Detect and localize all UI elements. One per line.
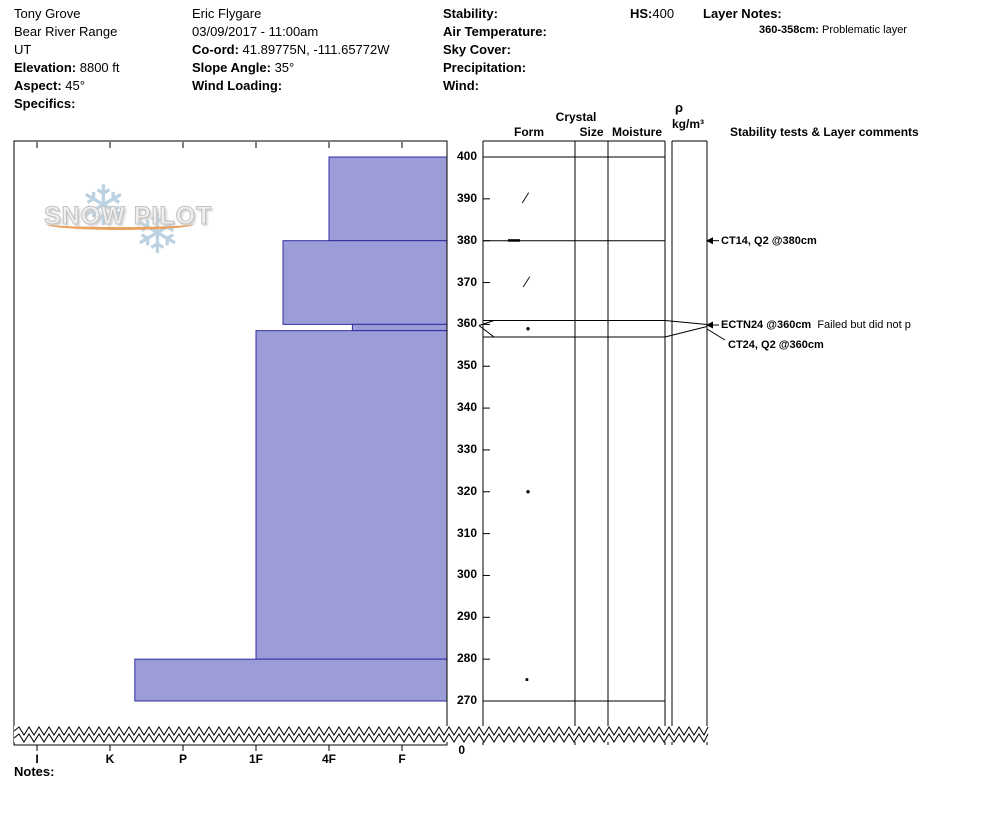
slope-angle-label: Slope Angle:: [192, 60, 271, 75]
notes-label: Notes:: [14, 764, 55, 779]
thin-layer-wedge: [478, 325, 495, 338]
depth-label: 360: [456, 316, 477, 331]
header-observer-column: Eric Flygare 03/09/2017 - 11:00am Co-ord…: [192, 5, 390, 95]
stability-test-label: CT24, Q2 @360cm: [728, 338, 824, 352]
form-column-header: Form: [514, 125, 544, 139]
coordinates-row: Co-ord: 41.89775N, -111.65772W: [192, 41, 390, 59]
stability-label: Stability:: [443, 6, 498, 21]
slope-angle-value: 35°: [270, 60, 295, 75]
aspect-value: 45°: [61, 78, 85, 93]
hardness-axis-label: 4F: [321, 752, 336, 766]
grain-rounded-grains-icon: ●: [525, 323, 531, 333]
sky-cover-label: Sky Cover:: [443, 42, 511, 57]
size-column-header: Size: [579, 125, 604, 139]
thin-layer-connector: [664, 320, 708, 325]
wind-label: Wind:: [443, 78, 479, 93]
depth-label: 300: [456, 567, 477, 582]
test-comment: Failed but did not p: [811, 319, 911, 331]
depth-label: 310: [456, 525, 477, 540]
stability-tests-header: Stability tests & Layer comments: [730, 125, 919, 139]
depth-label: 340: [456, 400, 477, 415]
snow-layer-bar: [134, 658, 448, 702]
test-name: ECTN24 @360cm: [721, 319, 812, 331]
stability-test-label: ECTN24 @360cm Failed but did not p: [721, 318, 911, 332]
depth-label: 400: [456, 149, 477, 163]
depth-label: 280: [456, 651, 477, 666]
depth-label: 330: [456, 441, 477, 456]
specifics-label: Specifics:: [14, 96, 76, 111]
stability-test-label: CT14, Q2 @380cm: [721, 234, 817, 248]
air-temperature-label: Air Temperature:: [443, 24, 547, 39]
test-arrow-head: [706, 321, 713, 329]
density-units-header: kg/m³: [671, 117, 704, 131]
hs-row: HS:400: [630, 5, 674, 23]
hs-label: HS:: [630, 6, 653, 21]
elevation-value: 8800 ft: [76, 60, 120, 75]
header-weather-column: Stability: Air Temperature: Sky Cover: P…: [443, 5, 547, 95]
test-leader-line: [706, 328, 726, 341]
depth-label: 380: [456, 232, 477, 247]
observer-name: Eric Flygare: [192, 6, 262, 21]
slope-angle-row: Slope Angle: 35°: [192, 59, 390, 77]
snow-layer-bar: [282, 240, 448, 325]
site-aspect-row: Aspect: 45°: [14, 77, 120, 95]
precipitation-label: Precipitation:: [443, 60, 527, 75]
layer-note-text: Problematic layer: [818, 24, 907, 36]
moisture-column-header: Moisture: [611, 125, 662, 139]
site-elevation-row: Elevation: 8800 ft: [14, 59, 120, 77]
layer-note: 360-358cm: Problematic layer: [759, 24, 907, 36]
grain-faceted-crystals-icon: ▪: [525, 674, 529, 687]
test-name: CT24, Q2 @360cm: [728, 339, 824, 351]
hardness-axis-label: F: [398, 752, 406, 766]
snow-layer-bar: [255, 330, 448, 660]
crystal-header: Crystal: [555, 110, 597, 124]
thin-layer-connector: [664, 326, 708, 338]
test-name: CT14, Q2 @380cm: [721, 234, 817, 247]
elevation-label: Elevation:: [14, 60, 77, 75]
observation-datetime: 03/09/2017 - 11:00am: [192, 24, 319, 39]
thin-layer-wedge: [478, 320, 495, 326]
site-range: Bear River Range: [14, 24, 118, 39]
hs-value: 400: [652, 6, 675, 21]
hardness-axis-label: K: [105, 752, 115, 766]
depth-zero-label: 0: [458, 743, 465, 757]
depth-label: 390: [456, 190, 477, 205]
header-site-column: Tony Grove Bear River Range UT Elevation…: [14, 5, 120, 113]
layer-note-depth: 360-358cm:: [759, 24, 819, 36]
grain-decomposing-fragments-icon: ∕: [525, 273, 529, 291]
depth-label: 290: [456, 609, 477, 624]
axis-break-zigzag: [13, 726, 709, 737]
aspect-label: Aspect:: [14, 78, 62, 93]
site-name: Tony Grove: [14, 6, 81, 21]
grain-rounded-grains-icon: ●: [525, 486, 531, 496]
snowpilot-watermark: ❄ ❄ SNOW PILOT: [40, 178, 211, 273]
depth-label: 370: [456, 274, 477, 289]
grain-dash-icon: [508, 239, 520, 242]
hardness-axis-label: P: [178, 752, 187, 766]
grain-decomposing-fragments-icon: ∕: [524, 189, 528, 207]
site-state: UT: [14, 42, 32, 57]
test-arrow-head: [706, 237, 713, 245]
coord-value: 41.89775N, -111.65772W: [238, 42, 390, 57]
hardness-axis-label: I: [35, 752, 39, 766]
layer-notes-label: Layer Notes:: [703, 6, 782, 21]
watermark-underline: [46, 218, 194, 230]
snowflake-icon: ❄: [134, 202, 181, 265]
wind-loading-label: Wind Loading:: [192, 78, 283, 93]
density-symbol-header: ρ: [674, 100, 684, 115]
depth-label: 320: [456, 483, 477, 498]
axis-break-zigzag: [13, 733, 709, 744]
hardness-axis-label: 1F: [248, 752, 263, 766]
hardness-chart-frame: [13, 140, 448, 746]
snow-layer-bar: [328, 156, 448, 242]
depth-label: 350: [456, 358, 477, 373]
depth-label: 270: [456, 693, 477, 707]
coord-label: Co-ord:: [192, 42, 239, 57]
